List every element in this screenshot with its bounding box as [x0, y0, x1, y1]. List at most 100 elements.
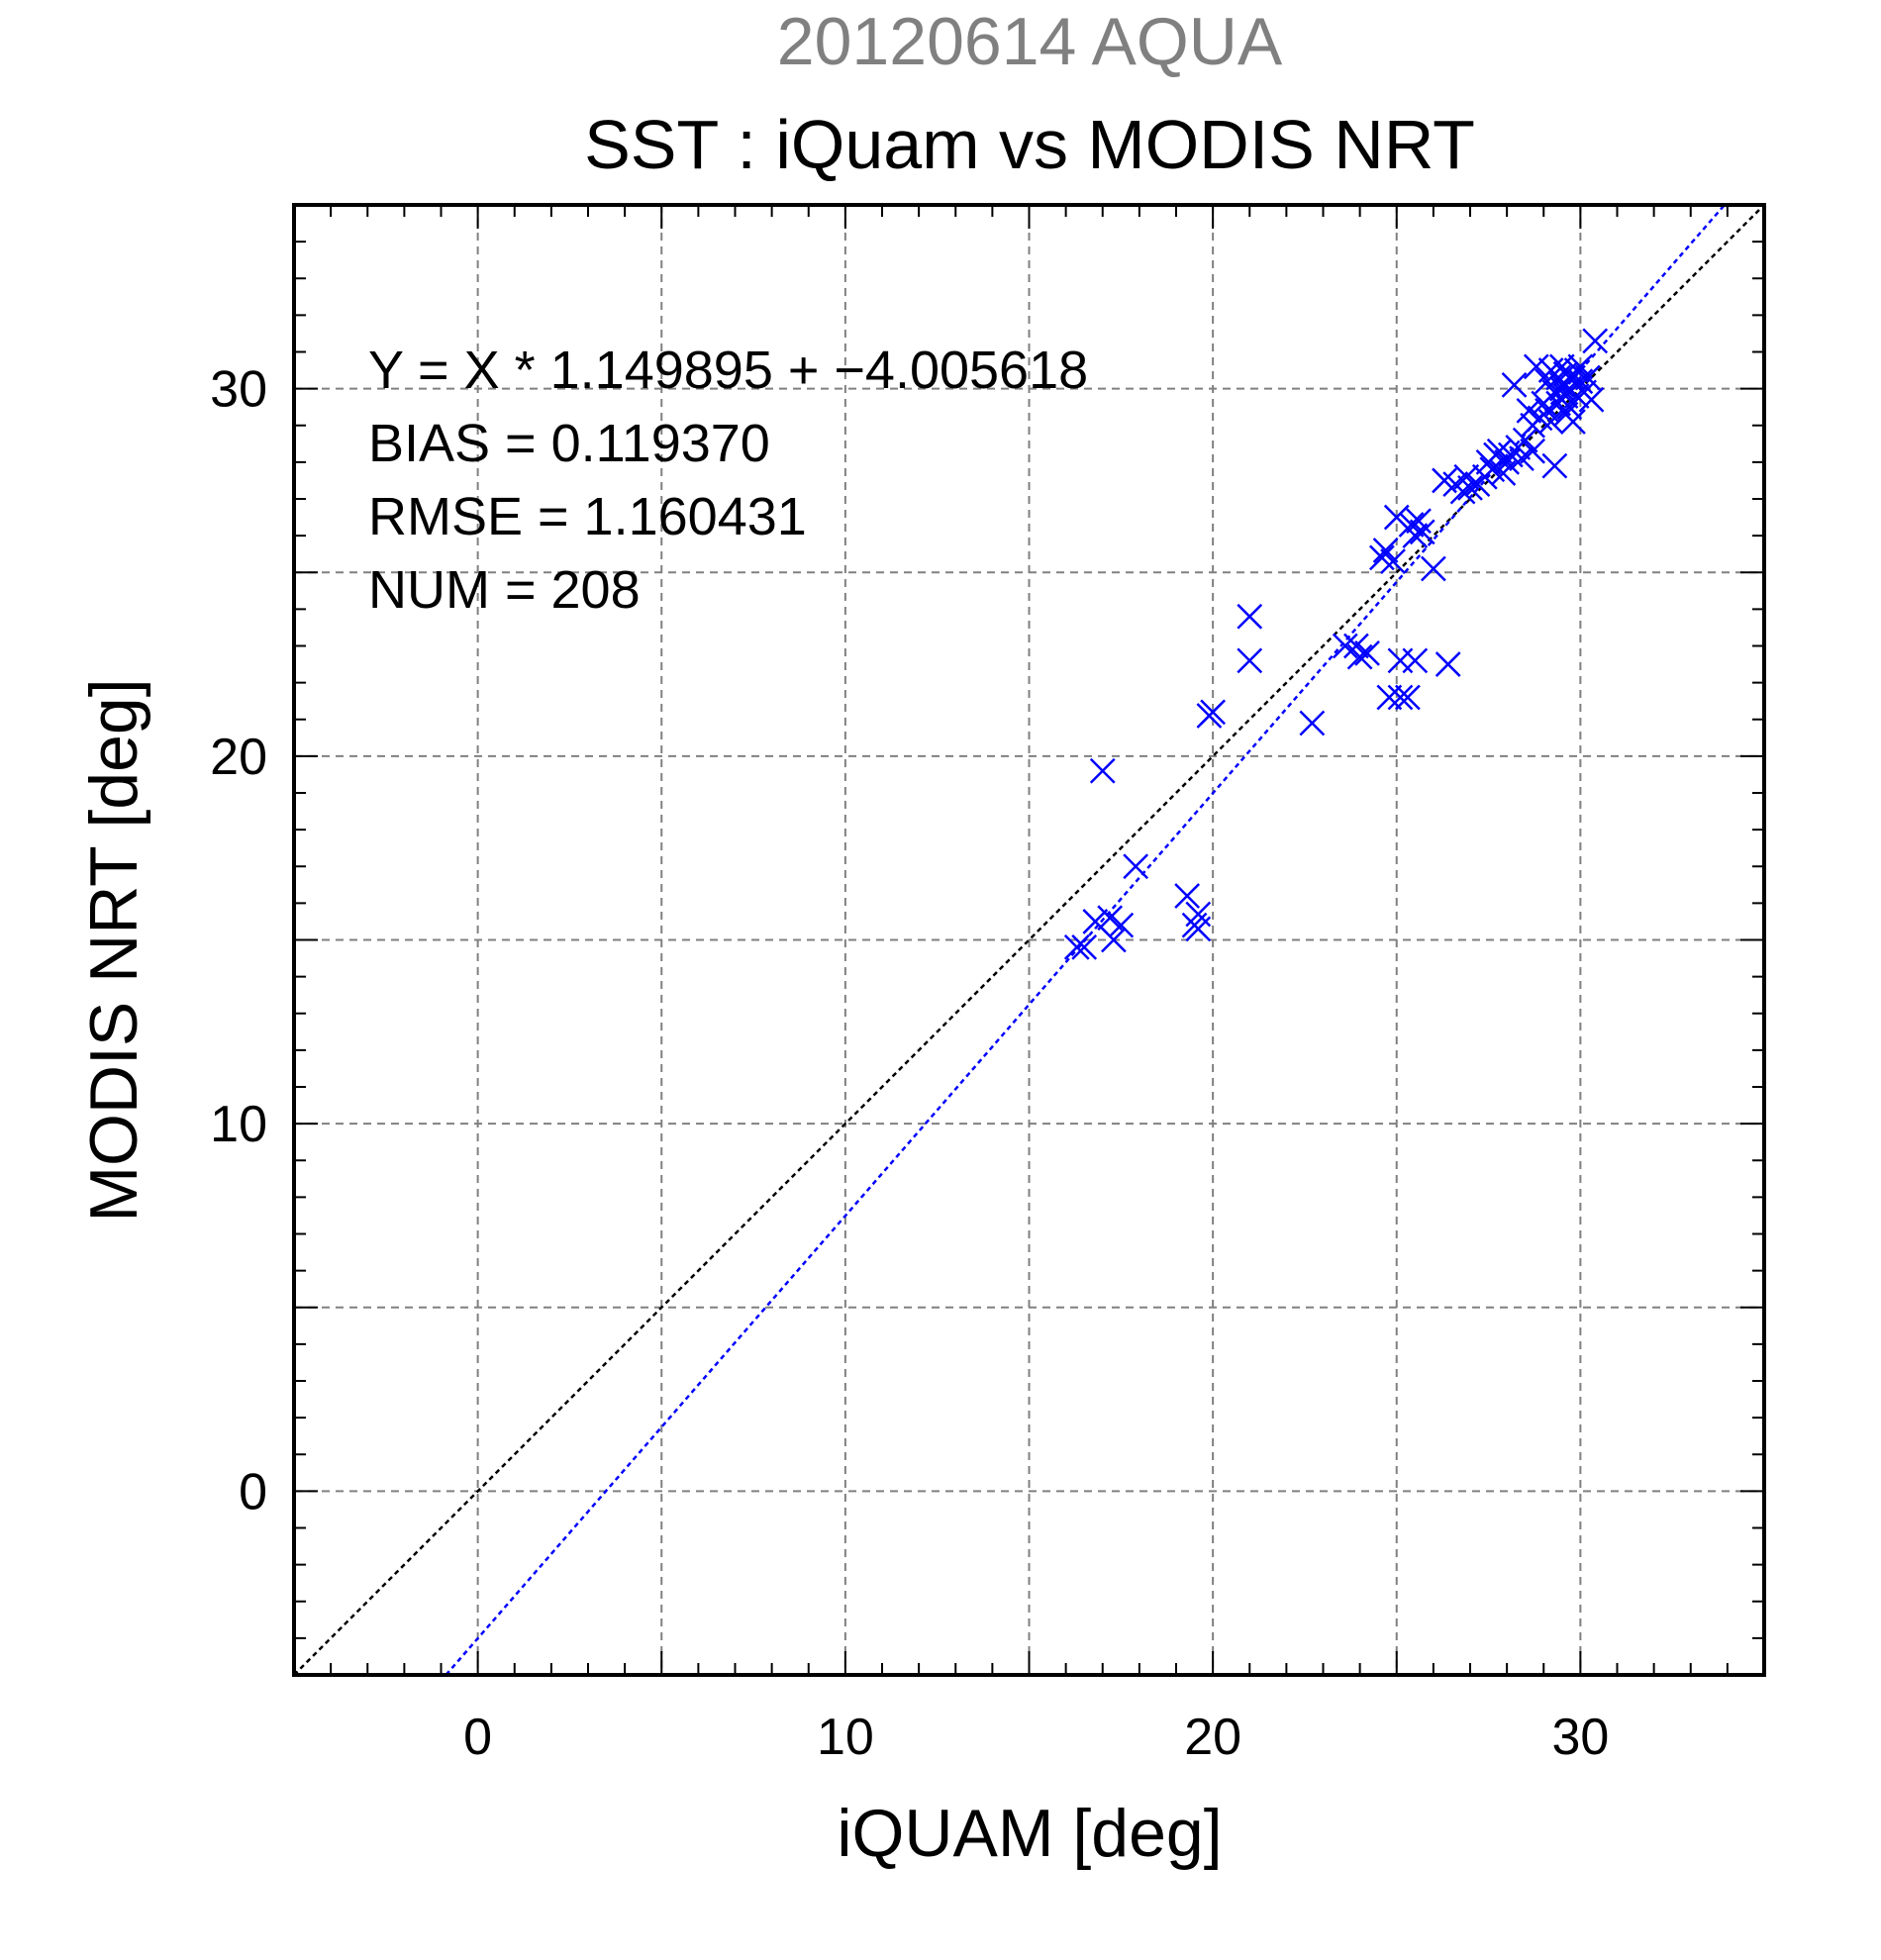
y-tick-label: 20 — [210, 729, 267, 786]
tick-labels: 0 10 20 30 0 10 20 30 — [210, 361, 1609, 1766]
stat-equation: Y = X * 1.149895 + −4.005618 — [368, 341, 1088, 400]
data-point-stroke — [1071, 934, 1098, 960]
data-point-stroke — [1552, 401, 1579, 428]
data-point — [1409, 519, 1436, 545]
data-point-stroke — [1406, 508, 1432, 535]
x-axis-label: iQUAM [deg] — [837, 1796, 1222, 1871]
data-point-stroke — [1387, 684, 1414, 711]
data-point — [1372, 538, 1399, 563]
grid-lines — [294, 205, 1764, 1675]
data-point-stroke — [1523, 353, 1549, 380]
data-point — [1523, 353, 1549, 380]
data-point-stroke — [1449, 478, 1476, 505]
data-point-stroke — [1354, 640, 1380, 666]
data-point — [1395, 684, 1421, 711]
data-point — [1387, 684, 1414, 711]
y-axis-label: MODIS NRT [deg] — [76, 678, 151, 1222]
data-point — [1108, 912, 1135, 938]
data-point — [1449, 478, 1476, 505]
data-point — [1101, 927, 1127, 953]
data-point — [1420, 555, 1446, 582]
stats-box: Y = X * 1.149895 + −4.005618 BIAS = 0.11… — [368, 341, 1088, 620]
data-point — [1332, 633, 1358, 659]
data-point — [1552, 401, 1579, 428]
chart-supertitle: 20120614 AQUA — [777, 4, 1283, 79]
data-point — [1541, 452, 1568, 479]
data-point — [1071, 934, 1098, 960]
data-point-stroke — [1108, 912, 1135, 938]
data-point — [1185, 916, 1212, 942]
data-point-stroke — [1457, 474, 1483, 501]
data-point — [1520, 438, 1545, 464]
data-point — [1097, 905, 1124, 931]
data-point — [1346, 643, 1373, 670]
y-tick-label: 10 — [210, 1096, 267, 1153]
data-point-stroke — [1380, 548, 1406, 574]
stat-bias: BIAS = 0.119370 — [368, 414, 770, 473]
data-point-stroke — [1123, 853, 1149, 880]
data-point-stroke — [1567, 353, 1594, 380]
data-point-stroke — [1548, 375, 1575, 402]
data-point — [1567, 353, 1594, 380]
data-point — [1237, 647, 1263, 674]
data-point-stroke — [1409, 519, 1436, 545]
data-point — [1376, 684, 1403, 711]
data-point-stroke — [1097, 905, 1124, 931]
data-point-stroke — [1402, 523, 1429, 549]
data-point-stroke — [1174, 883, 1201, 909]
data-point — [1578, 386, 1605, 413]
data-point-stroke — [1582, 328, 1609, 354]
data-point — [1516, 398, 1542, 424]
data-point — [1501, 372, 1528, 398]
data-point-stroke — [1420, 555, 1446, 582]
data-point — [1174, 883, 1201, 909]
data-point — [1354, 640, 1380, 666]
stat-num: NUM = 208 — [368, 560, 641, 620]
data-points — [1063, 328, 1609, 960]
data-point-stroke — [1376, 684, 1403, 711]
data-point-stroke — [1237, 647, 1263, 674]
data-point-stroke — [1185, 916, 1212, 942]
data-point — [1457, 474, 1483, 501]
data-point-stroke — [1563, 383, 1590, 409]
data-point — [1402, 647, 1429, 674]
data-point-stroke — [1453, 463, 1480, 490]
data-point-stroke — [1372, 538, 1399, 563]
data-point-stroke — [1435, 651, 1461, 677]
x-tick-label: 10 — [817, 1709, 874, 1766]
y-tick-label: 0 — [239, 1463, 267, 1520]
data-point — [1494, 448, 1521, 475]
data-point — [1123, 853, 1149, 880]
x-tick-label: 30 — [1551, 1709, 1609, 1766]
data-point-stroke — [1541, 452, 1568, 479]
data-point-stroke — [1369, 544, 1395, 571]
data-point-stroke — [1200, 699, 1227, 726]
data-point-stroke — [1237, 603, 1263, 630]
data-point-stroke — [1101, 927, 1127, 953]
data-point — [1548, 375, 1575, 402]
x-tick-label: 20 — [1184, 1709, 1241, 1766]
data-point-stroke — [1578, 386, 1605, 413]
data-point-stroke — [1395, 684, 1421, 711]
data-point — [1537, 409, 1564, 435]
data-point — [1402, 523, 1429, 549]
data-point — [1063, 934, 1090, 960]
data-point — [1299, 710, 1326, 736]
y-tick-label: 30 — [210, 361, 267, 419]
data-point-stroke — [1346, 643, 1373, 670]
data-point-stroke — [1383, 504, 1410, 531]
data-point — [1563, 383, 1590, 409]
data-point-stroke — [1520, 438, 1545, 464]
data-point — [1512, 427, 1538, 453]
data-point-stroke — [1063, 934, 1090, 960]
data-point-stroke — [1501, 372, 1528, 398]
data-point — [1380, 548, 1406, 574]
data-point — [1089, 757, 1116, 784]
data-point-stroke — [1494, 448, 1521, 475]
data-point-stroke — [1509, 445, 1534, 472]
data-point — [1574, 364, 1601, 391]
x-tick-label: 0 — [463, 1709, 492, 1766]
data-point-stroke — [1299, 710, 1326, 736]
data-point — [1582, 328, 1609, 354]
data-point-stroke — [1402, 647, 1429, 674]
